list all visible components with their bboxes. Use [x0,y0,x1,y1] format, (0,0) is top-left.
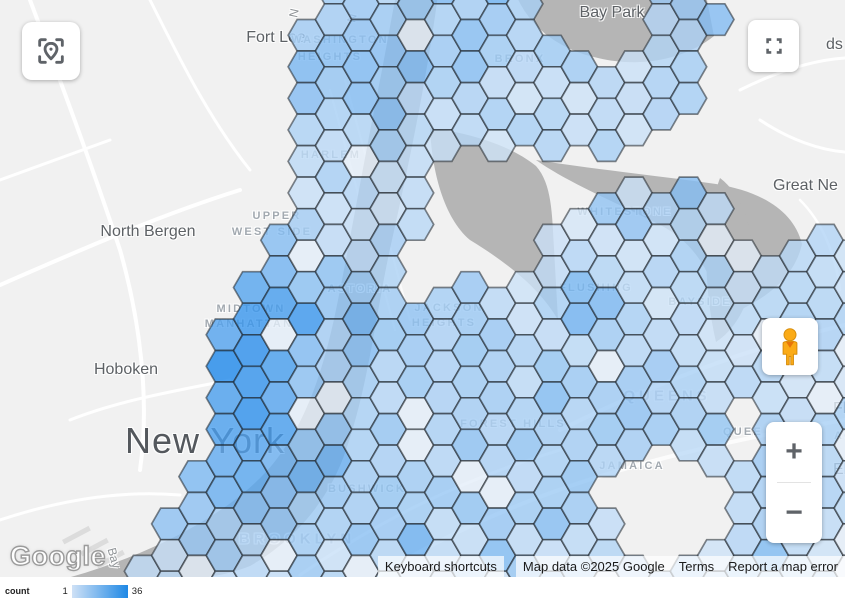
legend-gradient [71,585,128,598]
legend-title: count [5,586,30,596]
zoom-divider [777,482,811,483]
attribution-map-data-google: Map data ©2025 Google [515,556,672,577]
hexbin-cell[interactable] [833,491,845,525]
attribution-keyboard-shortcuts[interactable]: Keyboard shortcuts [377,556,504,577]
hexbin-cell[interactable] [833,365,845,399]
hexbin-overlay-layer[interactable] [0,0,845,577]
legend-min-label: 1 [62,586,68,597]
attribution-bar: Keyboard shortcuts Map data ©2025 Google T… [377,556,845,577]
fullscreen-icon [765,38,782,54]
hexbin-cell[interactable] [833,396,845,431]
google-logo[interactable]: Google [9,540,106,571]
hexbin-cell[interactable] [833,333,845,368]
location-scan-icon [38,38,64,64]
map-viewport[interactable]: Fort Lee Bay Park North Bergen Hoboken Great… [0,0,845,577]
hexbin-cell[interactable] [669,81,708,115]
location-search-button[interactable] [22,22,80,80]
hexbin-cell[interactable] [696,412,735,446]
zoom-control: + − [766,422,822,543]
legend-max-label: 36 [131,586,143,597]
hexbin-cell[interactable] [833,459,845,494]
hexbin-cell[interactable] [833,428,845,462]
hexbin-cell[interactable] [396,176,435,210]
hexbin-cell[interactable] [833,302,845,336]
hexbin-cell[interactable] [696,2,735,37]
pegman-icon [782,327,798,365]
hexbin-cell[interactable] [369,255,408,289]
attribution-report-a-map-error[interactable]: Report a map error [721,556,845,577]
fullscreen-button[interactable] [748,20,799,72]
hexbin-cell[interactable] [833,239,845,273]
zoom-in-button[interactable]: + [766,422,822,482]
zoom-out-button[interactable]: − [766,483,822,543]
hexbin-cell[interactable] [587,507,626,541]
hexbin-cell[interactable] [833,523,845,557]
hexbin-cell[interactable] [669,50,708,84]
pegman-button[interactable] [762,318,818,375]
hexbin-cell[interactable] [396,207,435,242]
piers [62,525,125,569]
attribution-terms[interactable]: Terms [671,556,722,577]
hexbin-cell[interactable] [696,192,735,226]
hexbin-cell[interactable] [833,270,845,305]
legend-bar: count 1 36 [0,577,845,610]
